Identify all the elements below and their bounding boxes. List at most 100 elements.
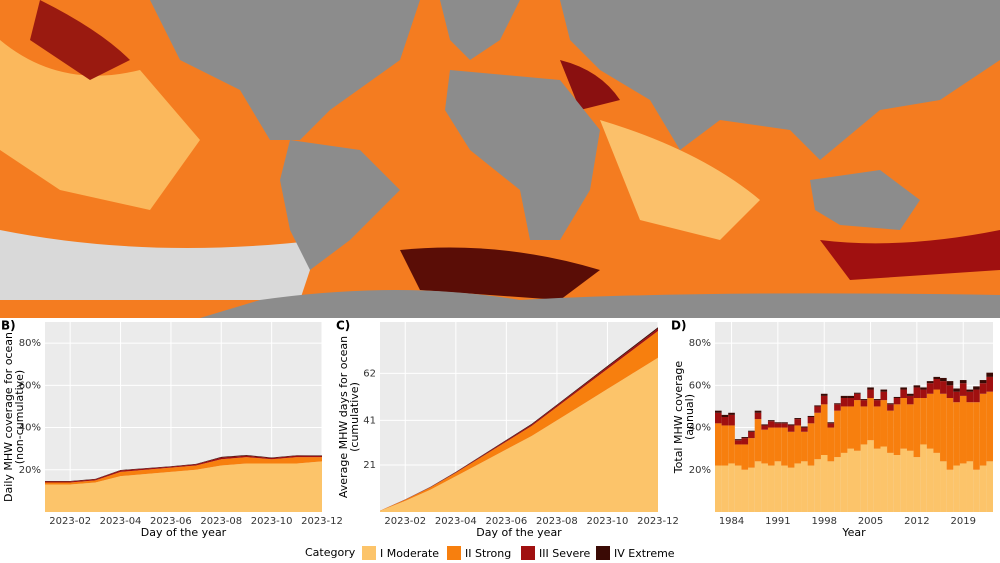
bar-segment (728, 463, 735, 512)
bar-segment (847, 448, 854, 512)
bar-segment (794, 418, 802, 420)
x-tick-label: 2012 (904, 516, 929, 527)
bar-segment (820, 404, 828, 455)
legend-swatch (362, 546, 376, 560)
bar-segment (728, 425, 735, 464)
legend-label: III Severe (539, 547, 591, 560)
bar-segment (715, 465, 722, 512)
bar-segment (854, 450, 861, 512)
x-tick-label: 1991 (765, 516, 790, 527)
bar-segment (913, 398, 921, 458)
bar-segment (761, 463, 768, 512)
bar-segment (860, 406, 868, 445)
bar-segment (748, 430, 755, 432)
bar-segment (774, 422, 782, 424)
bar-segment (900, 448, 907, 512)
bar-segment (754, 410, 762, 413)
bar-segment (893, 455, 901, 512)
x-tick-label: 2023-02 (49, 516, 91, 527)
bar-segment (827, 461, 835, 512)
x-tick-label: 2019 (950, 516, 975, 527)
bar-segment (734, 440, 742, 445)
bar-segment (754, 461, 762, 512)
bar-segment (840, 406, 848, 453)
bar-segment (741, 438, 749, 445)
y-axis-label: (annual) (683, 394, 696, 440)
bar-segment (926, 393, 934, 449)
x-tick-label: 2023-04 (100, 516, 142, 527)
bar-segment (748, 467, 755, 512)
y-tick-label: 20% (689, 465, 711, 476)
bar-segment (979, 380, 987, 384)
bar-segment (827, 422, 835, 424)
y-tick-label: 20% (19, 465, 41, 476)
bar-segment (734, 465, 742, 512)
bar-segment (741, 469, 749, 512)
bar-segment (794, 425, 802, 464)
bar-segment (761, 424, 768, 426)
legend-label: IV Extreme (614, 547, 675, 560)
bar-segment (854, 400, 861, 451)
bar-segment (721, 425, 729, 466)
y-tick-label: 40% (19, 423, 41, 434)
bar-segment (847, 395, 854, 398)
bar-segment (966, 391, 974, 403)
bar-segment (767, 420, 775, 422)
bar-segment (734, 439, 742, 441)
x-tick-label: 2023-04 (435, 516, 477, 527)
x-tick-label: 2023-12 (301, 516, 343, 527)
bar-segment (847, 398, 854, 407)
legend: Category I Moderate II Strong III Severe IV… (305, 546, 675, 560)
bar-segment (787, 424, 795, 426)
bar-segment (986, 391, 993, 462)
bar-segment (787, 431, 795, 468)
y-axis-label: Daily MHW coverage for ocean (2, 332, 15, 502)
bar-segment (814, 406, 821, 413)
bar-segment (873, 406, 881, 449)
x-tick-label: 1984 (719, 516, 744, 527)
legend-title: Category (305, 546, 356, 559)
bar-segment (880, 400, 888, 447)
bar-segment (887, 404, 894, 411)
bar-segment (860, 400, 868, 407)
panel-label: D) (671, 319, 686, 333)
bar-segment (959, 383, 967, 396)
bar-segment (979, 393, 987, 466)
bar-segment (867, 398, 874, 441)
bar-segment (920, 389, 927, 398)
bar-segment (959, 380, 967, 384)
bar-segment (873, 448, 881, 512)
y-tick-label: 80% (19, 338, 41, 349)
bar-segment (840, 398, 848, 407)
bar-segment (754, 412, 762, 420)
bar-segment (893, 396, 901, 398)
y-axis-label: (cumulative) (348, 382, 361, 452)
bar-segment (966, 389, 974, 392)
bar-segment (933, 379, 941, 390)
bar-segment (820, 455, 828, 512)
bar-segment (940, 377, 947, 382)
y-tick-label: 80% (689, 338, 711, 349)
y-tick-label: 60% (689, 380, 711, 391)
bar-segment (946, 385, 954, 398)
legend-swatch (447, 546, 461, 560)
bar-segment (761, 429, 768, 464)
legend-swatch (596, 546, 610, 560)
bar-segment (873, 399, 881, 401)
bar-segment (920, 387, 927, 390)
bar-segment (840, 452, 848, 512)
bar-segment (807, 417, 815, 424)
x-tick-label: 2023-10 (587, 516, 629, 527)
bar-segment (748, 438, 755, 468)
bar-segment (940, 393, 947, 462)
bar-segment (748, 431, 755, 439)
bar-segment (880, 389, 888, 392)
bar-segment (814, 459, 821, 512)
x-tick-label: 2023-12 (637, 516, 679, 527)
bar-segment (781, 427, 788, 466)
bar-segment (721, 465, 729, 512)
bar-segment (873, 400, 881, 407)
panel-label: C) (336, 319, 350, 333)
bar-segment (801, 431, 808, 462)
